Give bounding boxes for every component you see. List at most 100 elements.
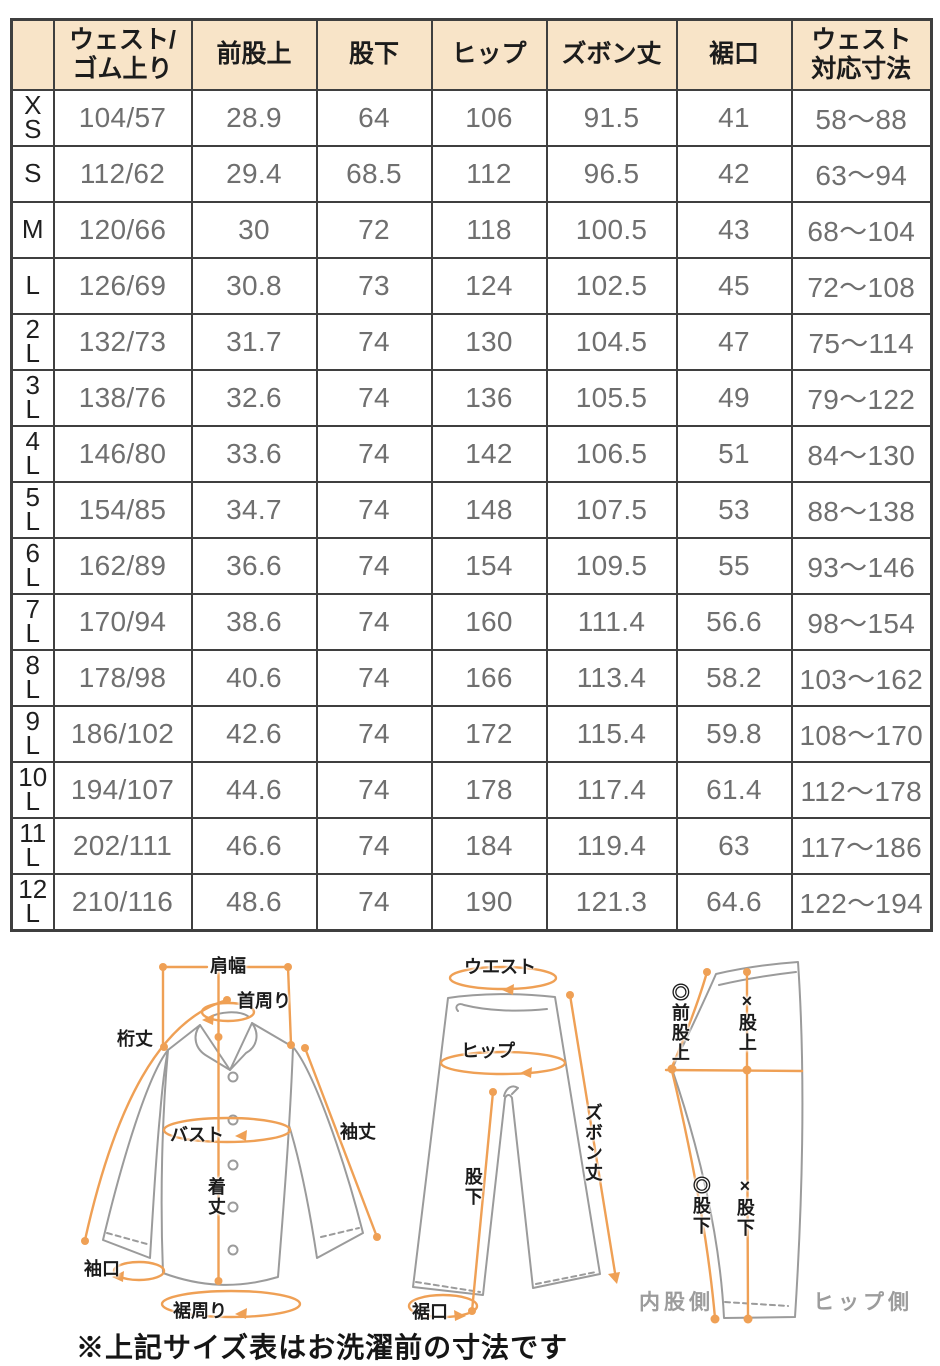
value-cell: 72〜108 xyxy=(790,257,933,315)
cuff-label: 袖口 xyxy=(84,1259,120,1279)
value-cell: 84〜130 xyxy=(790,425,933,483)
value-cell: 74 xyxy=(315,369,433,427)
value-cell: 68.5 xyxy=(315,145,433,203)
value-cell: 98〜154 xyxy=(790,593,933,651)
value-cell: 202/111 xyxy=(52,817,193,875)
value-cell: 113.4 xyxy=(545,649,678,707)
value-cell: 100.5 xyxy=(545,201,678,259)
value-cell: 102.5 xyxy=(545,257,678,315)
value-cell: 55 xyxy=(675,537,793,595)
value-cell: 79〜122 xyxy=(790,369,933,427)
size-label-cell: 10 L xyxy=(10,761,55,819)
value-cell: 45 xyxy=(675,257,793,315)
pants-front-diagram xyxy=(407,965,620,1321)
value-cell: 107.5 xyxy=(545,481,678,539)
bust-label: バスト xyxy=(170,1125,224,1145)
value-cell: 74 xyxy=(315,313,433,371)
table-row: 9 L 186/102 42.6 74 172 115.4 59.8 108〜170 xyxy=(10,705,933,763)
pants-front-measurements xyxy=(407,965,620,1321)
header-cell: ウェスト 対応寸法 xyxy=(790,18,933,91)
value-cell: 136 xyxy=(430,369,548,427)
value-cell: 41 xyxy=(675,89,793,147)
size-label-cell: 11 L xyxy=(10,817,55,875)
value-cell: 109.5 xyxy=(545,537,678,595)
value-cell: 170/94 xyxy=(52,593,193,651)
size-label-cell: 3 L xyxy=(10,369,55,427)
table-row: 4 L 146/80 33.6 74 142 106.5 51 84〜130 xyxy=(10,425,933,483)
value-cell: 91.5 xyxy=(545,89,678,147)
size-label-cell: 9 L xyxy=(10,705,55,763)
value-cell: 148 xyxy=(430,481,548,539)
inseam-back-label: ×股下 xyxy=(734,1176,755,1238)
shirt-measurements xyxy=(81,963,381,1319)
value-cell: 74 xyxy=(315,817,433,875)
sleeve-length-label: 袖丈 xyxy=(340,1122,376,1142)
value-cell: 117.4 xyxy=(545,761,678,819)
value-cell: 106.5 xyxy=(545,425,678,483)
pants-front-outline xyxy=(412,993,601,1296)
value-cell: 162/89 xyxy=(52,537,193,595)
value-cell: 28.9 xyxy=(190,89,318,147)
table-row: S 112/62 29.4 68.5 112 96.5 42 63〜94 xyxy=(10,145,933,203)
corner-cell xyxy=(10,18,55,91)
value-cell: 130 xyxy=(430,313,548,371)
table-row: M 120/66 30 72 118 100.5 43 68〜104 xyxy=(10,201,933,259)
size-label-cell: X S xyxy=(10,89,55,147)
size-label-cell: 6 L xyxy=(10,537,55,595)
table-row: 10 L 194/107 44.6 74 178 117.4 61.4 112〜178 xyxy=(10,761,933,819)
value-cell: 61.4 xyxy=(675,761,793,819)
table-row: L 126/69 30.8 73 124 102.5 45 72〜108 xyxy=(10,257,933,315)
value-cell: 138/76 xyxy=(52,369,193,427)
pants-side-diagram xyxy=(664,961,804,1324)
size-chart-table: ウェスト/ ゴム上り 前股上 股下 ヒップ ズボン丈 裾口 ウェスト 対応寸法 X S 104… xyxy=(10,18,933,932)
value-cell: 108〜170 xyxy=(790,705,933,763)
hip-label: ヒップ xyxy=(461,1041,515,1061)
value-cell: 119.4 xyxy=(545,817,678,875)
size-label-cell: M xyxy=(10,201,55,259)
shirt-diagram xyxy=(81,963,381,1319)
value-cell: 178 xyxy=(430,761,548,819)
value-cell: 103〜162 xyxy=(790,649,933,707)
value-cell: 160 xyxy=(430,593,548,651)
value-cell: 166 xyxy=(430,649,548,707)
value-cell: 63 xyxy=(675,817,793,875)
header-cell: ヒップ xyxy=(430,18,548,91)
value-cell: 105.5 xyxy=(545,369,678,427)
inseam-front-label: ◎股下 xyxy=(690,1176,711,1236)
value-cell: 121.3 xyxy=(545,873,678,932)
value-cell: 118 xyxy=(430,201,548,259)
size-label-cell: 4 L xyxy=(10,425,55,483)
size-label-cell: 8 L xyxy=(10,649,55,707)
value-cell: 58〜88 xyxy=(790,89,933,147)
value-cell: 96.5 xyxy=(545,145,678,203)
value-cell: 46.6 xyxy=(190,817,318,875)
value-cell: 74 xyxy=(315,761,433,819)
yuki-length-label: 桁丈 xyxy=(117,1029,153,1049)
value-cell: 32.6 xyxy=(190,369,318,427)
value-cell: 104.5 xyxy=(545,313,678,371)
value-cell: 53 xyxy=(675,481,793,539)
hem-round-label: 裾周り xyxy=(173,1301,227,1321)
value-cell: 29.4 xyxy=(190,145,318,203)
value-cell: 42.6 xyxy=(190,705,318,763)
pre-wash-note: ※上記サイズ表はお洗濯前の寸法です xyxy=(76,1332,569,1363)
hip-side-label: ヒップ側 xyxy=(813,1291,913,1314)
value-cell: 104/57 xyxy=(52,89,193,147)
size-label-cell: 5 L xyxy=(10,481,55,539)
table-row: 11 L 202/111 46.6 74 184 119.4 63 117〜186 xyxy=(10,817,933,875)
header-cell: 裾口 xyxy=(675,18,793,91)
value-cell: 48.6 xyxy=(190,873,318,932)
header-cell: 前股上 xyxy=(190,18,318,91)
value-cell: 112 xyxy=(430,145,548,203)
value-cell: 74 xyxy=(315,705,433,763)
value-cell: 124 xyxy=(430,257,548,315)
size-label-cell: L xyxy=(10,257,55,315)
value-cell: 74 xyxy=(315,873,433,932)
value-cell: 122〜194 xyxy=(790,873,933,932)
value-cell: 30.8 xyxy=(190,257,318,315)
size-label-cell: S xyxy=(10,145,55,203)
waist-label: ウエスト xyxy=(464,957,536,977)
value-cell: 93〜146 xyxy=(790,537,933,595)
value-cell: 74 xyxy=(315,425,433,483)
size-label-cell: 12 L xyxy=(10,873,55,932)
